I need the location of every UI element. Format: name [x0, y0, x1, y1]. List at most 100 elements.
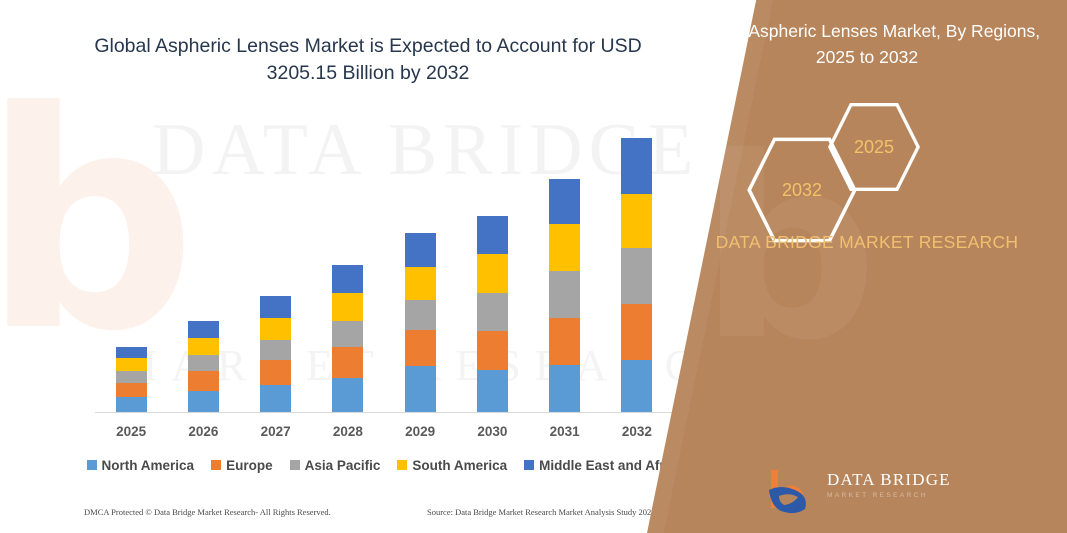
- logo-subtitle: MARKET RESEARCH: [827, 492, 928, 499]
- bar-segment[interactable]: [187, 391, 219, 412]
- bar-segment[interactable]: [115, 383, 147, 398]
- logo-title: DATA BRIDGE: [827, 470, 951, 489]
- bar-segment[interactable]: [549, 178, 581, 225]
- brand-name: DATA BRIDGE MARKET RESEARCH: [715, 232, 1019, 252]
- bar-group-2032: [601, 120, 673, 412]
- legend-item[interactable]: Asia Pacific: [289, 457, 381, 473]
- legend-item[interactable]: Middle East and Africa: [524, 458, 683, 473]
- legend-label: Middle East and Africa: [539, 457, 684, 473]
- plot-area: [95, 120, 673, 413]
- bar-segment[interactable]: [115, 397, 147, 412]
- bar-segment[interactable]: [549, 224, 581, 271]
- branding-panel-title: Global Aspheric Lenses Market, By Region…: [693, 21, 1041, 67]
- bar-segment[interactable]: [549, 270, 581, 318]
- x-axis-label-2032: 2032: [621, 424, 652, 439]
- stacked-bar[interactable]: [187, 320, 219, 412]
- x-axis-label-2029: 2029: [405, 424, 436, 439]
- bar-group-2029: [384, 120, 456, 412]
- bar-group-2030: [456, 120, 528, 412]
- bar-segment[interactable]: [404, 266, 436, 300]
- hexagon-2025: 2025: [828, 101, 920, 193]
- bar-segment[interactable]: [621, 360, 653, 412]
- bar-segment[interactable]: [476, 292, 508, 331]
- legend-item[interactable]: North America: [86, 457, 195, 473]
- data-bridge-logo-text: DATA BRIDGE MARKET RESEARCH: [827, 470, 1032, 499]
- legend-swatch-icon: [289, 460, 300, 470]
- legend-swatch-icon: [86, 460, 97, 470]
- bar-segment[interactable]: [260, 385, 292, 412]
- data-bridge-logo-mark-icon: [765, 468, 817, 516]
- bar-segment[interactable]: [476, 254, 508, 293]
- stacked-bar[interactable]: [549, 178, 581, 412]
- chart-title: Global Aspheric Lenses Market is Expecte…: [94, 35, 642, 84]
- x-axis-label-2026: 2026: [188, 424, 219, 439]
- legend-label: Europe: [226, 457, 273, 473]
- bar-group-2028: [312, 120, 384, 412]
- footer-source: Source: Data Bridge Market Research Mark…: [427, 507, 656, 517]
- bar-segment[interactable]: [404, 233, 436, 267]
- bar-group-2027: [240, 120, 312, 412]
- bar-segment[interactable]: [187, 355, 219, 372]
- bar-segment[interactable]: [621, 248, 653, 304]
- bar-group-2031: [529, 120, 601, 412]
- bar-segment[interactable]: [332, 292, 364, 321]
- bar-segment[interactable]: [621, 193, 653, 249]
- bar-segment[interactable]: [115, 346, 147, 359]
- bar-segment[interactable]: [476, 370, 508, 412]
- x-axis-label-2025: 2025: [116, 424, 147, 439]
- bar-group-2025: [95, 120, 167, 412]
- bar-segment[interactable]: [260, 295, 292, 318]
- x-axis-line: [95, 412, 673, 413]
- bar-segment[interactable]: [332, 265, 364, 293]
- chart-panel: b DATA BRIDGE MARKET RESEARCH Global Asp…: [0, 35, 740, 527]
- stacked-bar[interactable]: [476, 216, 508, 412]
- hexagon-2025-label: 2025: [853, 136, 895, 157]
- bar-segment[interactable]: [476, 330, 508, 371]
- stacked-bar[interactable]: [115, 346, 147, 412]
- x-axis-label-2030: 2030: [477, 424, 508, 439]
- legend-label: Asia Pacific: [304, 457, 381, 473]
- footer: DMCA Protected © Data Bridge Market Rese…: [0, 507, 740, 527]
- bar-segment[interactable]: [187, 337, 219, 356]
- bar-segment[interactable]: [621, 137, 653, 194]
- legend-label: North America: [101, 457, 195, 473]
- bar-segment[interactable]: [404, 329, 436, 367]
- bar-segment[interactable]: [187, 320, 219, 338]
- hexagon-2032-label: 2032: [781, 179, 823, 200]
- bar-segment[interactable]: [549, 317, 581, 366]
- bar-segment[interactable]: [332, 320, 364, 347]
- legend-item[interactable]: Europe: [211, 458, 273, 473]
- legend-swatch-icon: [397, 460, 408, 470]
- stacked-bar[interactable]: [621, 137, 653, 412]
- bar-segment[interactable]: [260, 360, 292, 386]
- bar-segment[interactable]: [260, 339, 292, 361]
- bar-segment[interactable]: [115, 358, 147, 372]
- hexagon-2032: 2032: [747, 135, 857, 245]
- data-bridge-logo: DATA BRIDGE MARKET RESEARCH: [765, 468, 1035, 516]
- legend-swatch-icon: [211, 460, 222, 470]
- bar-segment[interactable]: [476, 216, 508, 255]
- bar-segment[interactable]: [115, 371, 147, 384]
- bar-segment[interactable]: [404, 299, 436, 330]
- stacked-bar[interactable]: [404, 233, 436, 412]
- footer-copyright: DMCA Protected © Data Bridge Market Rese…: [84, 507, 331, 517]
- legend-swatch-icon: [524, 460, 535, 470]
- x-axis-label-2028: 2028: [332, 424, 363, 439]
- x-axis-label-2027: 2027: [260, 424, 291, 439]
- bar-segment[interactable]: [621, 303, 653, 361]
- stacked-bar[interactable]: [260, 295, 292, 412]
- bar-segment[interactable]: [332, 346, 364, 379]
- stacked-bar[interactable]: [332, 265, 364, 412]
- legend-label: South America: [412, 457, 508, 473]
- bar-segment[interactable]: [260, 317, 292, 340]
- branding-panel: b Global Aspheric Lenses Market, By Regi…: [647, 0, 1067, 533]
- bar-segment[interactable]: [332, 378, 364, 412]
- bar-segment[interactable]: [187, 371, 219, 392]
- bar-segment[interactable]: [549, 365, 581, 412]
- x-axis-labels: 2025 2026 2027 2028 2029 2030 2031 2032: [95, 424, 673, 444]
- bar-segment[interactable]: [404, 366, 436, 412]
- legend-item[interactable]: South America: [397, 458, 507, 473]
- chart-legend: North America Europe Asia Pacific South Ame…: [86, 455, 683, 475]
- x-axis-label-2031: 2031: [549, 424, 580, 439]
